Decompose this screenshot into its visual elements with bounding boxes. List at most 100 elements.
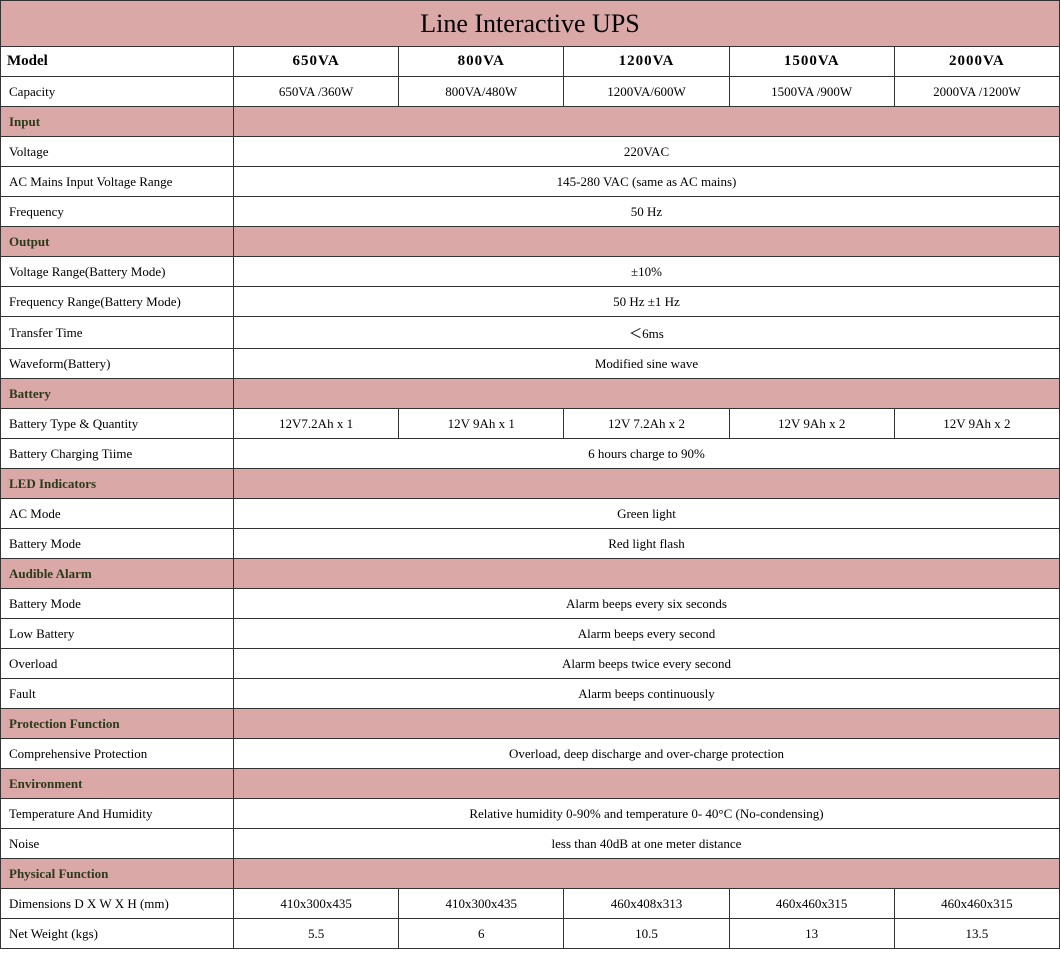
ac-mode-val: Green light bbox=[233, 499, 1059, 529]
batt-type-2: 12V 7.2Ah x 2 bbox=[564, 409, 729, 439]
capacity-label: Capacity bbox=[1, 77, 234, 107]
section-input-rest bbox=[233, 107, 1059, 137]
row-weight: Net Weight (kgs) 5.5 6 10.5 13 13.5 bbox=[1, 919, 1060, 949]
row-temp-hum: Temperature And Humidity Relative humidi… bbox=[1, 799, 1060, 829]
ac-range-label: AC Mains Input Voltage Range bbox=[1, 167, 234, 197]
dimensions-2: 460x408x313 bbox=[564, 889, 729, 919]
section-led-rest bbox=[233, 469, 1059, 499]
section-protection: Protection Function bbox=[1, 709, 1060, 739]
col-3: 1500VA bbox=[729, 47, 894, 77]
section-battery: Battery bbox=[1, 379, 1060, 409]
section-physical: Physical Function bbox=[1, 859, 1060, 889]
section-physical-label: Physical Function bbox=[1, 859, 234, 889]
row-ac-mode: AC Mode Green light bbox=[1, 499, 1060, 529]
weight-0: 5.5 bbox=[233, 919, 398, 949]
alarm-low-label: Low Battery bbox=[1, 619, 234, 649]
batt-charge-label: Battery Charging Tiime bbox=[1, 439, 234, 469]
row-voltage: Voltage 220VAC bbox=[1, 137, 1060, 167]
section-physical-rest bbox=[233, 859, 1059, 889]
batt-charge-val: 6 hours charge to 90% bbox=[233, 439, 1059, 469]
protection-val: Overload, deep discharge and over-charge… bbox=[233, 739, 1059, 769]
section-env-rest bbox=[233, 769, 1059, 799]
capacity-1: 800VA/480W bbox=[399, 77, 564, 107]
capacity-3: 1500VA /900W bbox=[729, 77, 894, 107]
temp-hum-val: Relative humidity 0-90% and temperature … bbox=[233, 799, 1059, 829]
row-batt-charge: Battery Charging Tiime 6 hours charge to… bbox=[1, 439, 1060, 469]
voltage-range-batt-val: ±10% bbox=[233, 257, 1059, 287]
alarm-fault-label: Fault bbox=[1, 679, 234, 709]
weight-1: 6 bbox=[399, 919, 564, 949]
row-transfer-time: Transfer Time ＜6ms bbox=[1, 317, 1060, 349]
noise-val: less than 40dB at one meter distance bbox=[233, 829, 1059, 859]
ac-range-val: 145-280 VAC (same as AC mains) bbox=[233, 167, 1059, 197]
freq-range-batt-label: Frequency Range(Battery Mode) bbox=[1, 287, 234, 317]
batt-mode-label: Battery Mode bbox=[1, 529, 234, 559]
model-header: Model bbox=[1, 47, 234, 77]
freq-range-batt-val: 50 Hz ±1 Hz bbox=[233, 287, 1059, 317]
weight-3: 13 bbox=[729, 919, 894, 949]
voltage-label: Voltage bbox=[1, 137, 234, 167]
section-alarm-rest bbox=[233, 559, 1059, 589]
col-0: 650VA bbox=[233, 47, 398, 77]
alarm-batt-val: Alarm beeps every six seconds bbox=[233, 589, 1059, 619]
section-led: LED Indicators bbox=[1, 469, 1060, 499]
title-row: Line Interactive UPS bbox=[1, 1, 1060, 47]
spec-table: Line Interactive UPS Model 650VA 800VA 1… bbox=[0, 0, 1060, 949]
section-led-label: LED Indicators bbox=[1, 469, 234, 499]
row-frequency: Frequency 50 Hz bbox=[1, 197, 1060, 227]
row-capacity: Capacity 650VA /360W 800VA/480W 1200VA/6… bbox=[1, 77, 1060, 107]
section-output-label: Output bbox=[1, 227, 234, 257]
batt-type-1: 12V 9Ah x 1 bbox=[399, 409, 564, 439]
frequency-label: Frequency bbox=[1, 197, 234, 227]
batt-type-4: 12V 9Ah x 2 bbox=[894, 409, 1059, 439]
row-freq-range-batt: Frequency Range(Battery Mode) 50 Hz ±1 H… bbox=[1, 287, 1060, 317]
section-protection-label: Protection Function bbox=[1, 709, 234, 739]
row-alarm-fault: Fault Alarm beeps continuously bbox=[1, 679, 1060, 709]
protection-label: Comprehensive Protection bbox=[1, 739, 234, 769]
dimensions-4: 460x460x315 bbox=[894, 889, 1059, 919]
col-2: 1200VA bbox=[564, 47, 729, 77]
dimensions-label: Dimensions D X W X H (mm) bbox=[1, 889, 234, 919]
alarm-overload-label: Overload bbox=[1, 649, 234, 679]
alarm-fault-val: Alarm beeps continuously bbox=[233, 679, 1059, 709]
capacity-0: 650VA /360W bbox=[233, 77, 398, 107]
ac-mode-label: AC Mode bbox=[1, 499, 234, 529]
row-noise: Noise less than 40dB at one meter distan… bbox=[1, 829, 1060, 859]
capacity-4: 2000VA /1200W bbox=[894, 77, 1059, 107]
row-batt-type: Battery Type & Quantity 12V7.2Ah x 1 12V… bbox=[1, 409, 1060, 439]
dimensions-1: 410x300x435 bbox=[399, 889, 564, 919]
batt-mode-val: Red light flash bbox=[233, 529, 1059, 559]
batt-type-label: Battery Type & Quantity bbox=[1, 409, 234, 439]
row-ac-range: AC Mains Input Voltage Range 145-280 VAC… bbox=[1, 167, 1060, 197]
row-alarm-low: Low Battery Alarm beeps every second bbox=[1, 619, 1060, 649]
temp-hum-label: Temperature And Humidity bbox=[1, 799, 234, 829]
col-4: 2000VA bbox=[894, 47, 1059, 77]
table-title: Line Interactive UPS bbox=[1, 1, 1060, 47]
section-input-label: Input bbox=[1, 107, 234, 137]
row-waveform: Waveform(Battery) Modified sine wave bbox=[1, 349, 1060, 379]
row-batt-mode: Battery Mode Red light flash bbox=[1, 529, 1060, 559]
row-alarm-overload: Overload Alarm beeps twice every second bbox=[1, 649, 1060, 679]
col-1: 800VA bbox=[399, 47, 564, 77]
alarm-overload-val: Alarm beeps twice every second bbox=[233, 649, 1059, 679]
transfer-time-label: Transfer Time bbox=[1, 317, 234, 349]
section-output: Output bbox=[1, 227, 1060, 257]
row-alarm-batt: Battery Mode Alarm beeps every six secon… bbox=[1, 589, 1060, 619]
dimensions-0: 410x300x435 bbox=[233, 889, 398, 919]
section-battery-label: Battery bbox=[1, 379, 234, 409]
waveform-val: Modified sine wave bbox=[233, 349, 1059, 379]
section-battery-rest bbox=[233, 379, 1059, 409]
row-dimensions: Dimensions D X W X H (mm) 410x300x435 41… bbox=[1, 889, 1060, 919]
section-env-label: Environment bbox=[1, 769, 234, 799]
batt-type-3: 12V 9Ah x 2 bbox=[729, 409, 894, 439]
section-input: Input bbox=[1, 107, 1060, 137]
capacity-2: 1200VA/600W bbox=[564, 77, 729, 107]
weight-label: Net Weight (kgs) bbox=[1, 919, 234, 949]
frequency-val: 50 Hz bbox=[233, 197, 1059, 227]
waveform-label: Waveform(Battery) bbox=[1, 349, 234, 379]
header-row: Model 650VA 800VA 1200VA 1500VA 2000VA bbox=[1, 47, 1060, 77]
section-alarm: Audible Alarm bbox=[1, 559, 1060, 589]
noise-label: Noise bbox=[1, 829, 234, 859]
section-alarm-label: Audible Alarm bbox=[1, 559, 234, 589]
row-protection: Comprehensive Protection Overload, deep … bbox=[1, 739, 1060, 769]
